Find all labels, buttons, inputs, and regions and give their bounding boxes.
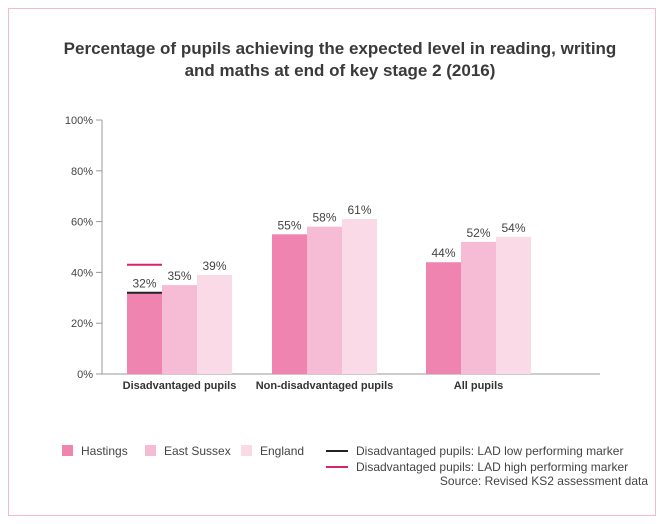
category-label: Disadvantaged pupils (123, 380, 237, 392)
data-label: 61% (347, 203, 371, 217)
legend-label: Hastings (81, 444, 128, 458)
data-label: 54% (501, 221, 525, 235)
chart-axes: 0% 20% 40% 60% 80% 100% Disadvantaged pupils No… (65, 115, 600, 392)
data-label: 55% (277, 218, 301, 232)
bar (127, 292, 162, 374)
y-tick-label: 0% (77, 369, 93, 381)
y-tick-label: 80% (71, 166, 93, 178)
bar (162, 285, 197, 374)
data-label: 52% (466, 226, 490, 240)
data-label: 39% (202, 259, 226, 273)
legend-swatch (145, 445, 156, 456)
legend-label: East Sussex (164, 444, 231, 458)
data-label: 32% (132, 277, 156, 291)
bar (426, 262, 461, 374)
y-tick-label: 60% (71, 217, 93, 229)
legend-label: England (260, 444, 304, 458)
y-tick-label: 100% (65, 115, 93, 127)
legend-marker-label: Disadvantaged pupils: LAD low performing… (356, 444, 623, 458)
chart-legend: Hastings East Sussex England Disadvantaged … (62, 444, 628, 474)
legend-marker-label: Disadvantaged pupils: LAD high performin… (356, 460, 628, 474)
chart-bars: 32% 35% 39% 55% 58% 61% 44% 52% 54% (127, 203, 531, 374)
bar (272, 234, 307, 374)
data-label: 44% (431, 246, 455, 260)
data-label: 35% (167, 269, 191, 283)
source-note: Source: Revised KS2 assessment data (439, 474, 648, 488)
legend-swatch (241, 445, 252, 456)
legend-swatch (62, 445, 73, 456)
category-label: All pupils (454, 380, 504, 392)
bar (496, 236, 531, 374)
bar (197, 274, 232, 374)
bar (461, 241, 496, 374)
bar (307, 226, 342, 374)
y-tick-label: 40% (71, 267, 93, 279)
bar (342, 219, 377, 374)
chart-title: Percentage of pupils achieving the expec… (63, 39, 617, 80)
data-label: 58% (312, 211, 336, 225)
y-tick-label: 20% (71, 318, 93, 330)
category-label: Non-disadvantaged pupils (256, 380, 394, 392)
